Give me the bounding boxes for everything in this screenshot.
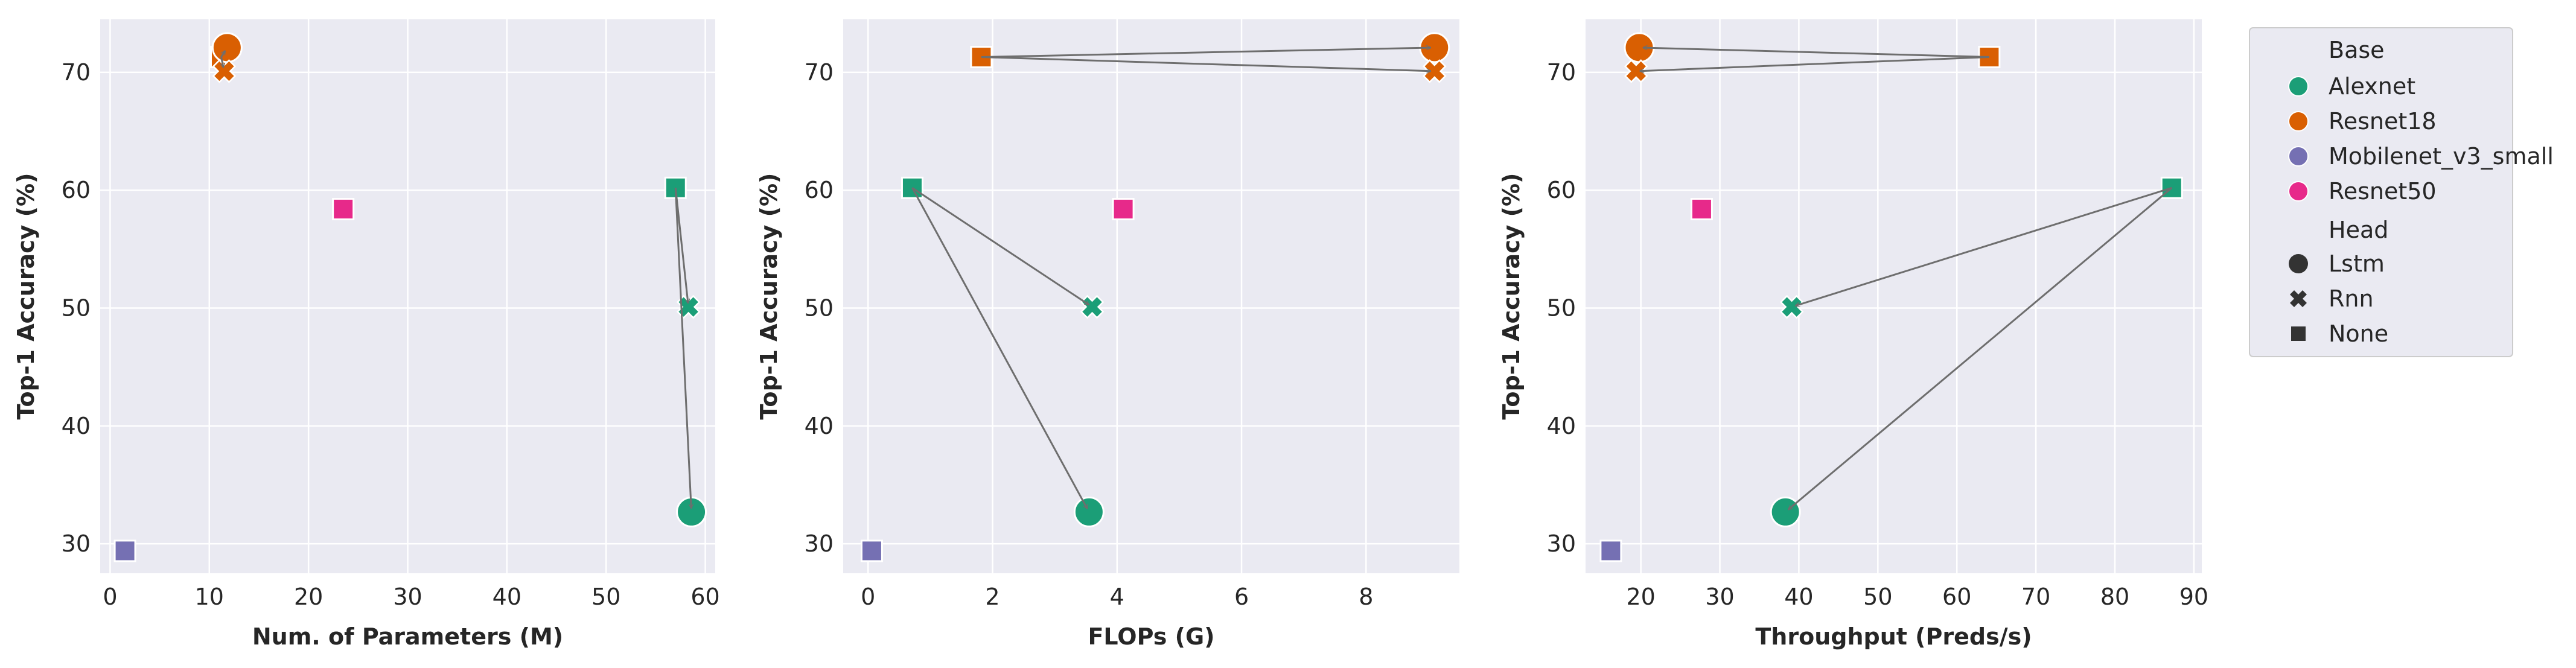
legend-label-rnn: Rnn (2329, 285, 2374, 312)
legend-marker-none (2291, 326, 2306, 341)
x-tick-label: 2 (985, 584, 999, 610)
y-tick-label: 60 (1547, 177, 1576, 203)
transition-arrow (1640, 56, 1989, 71)
legend: Base Alexnet Resnet18 Mobilenet_v3_small Re… (2249, 27, 2554, 357)
legend-label-none: None (2329, 320, 2388, 347)
transition-arrow (220, 51, 226, 58)
legend-label-mobilenet-v3-small: Mobilenet_v3_small (2329, 143, 2554, 170)
x-tick-label: 80 (2100, 584, 2129, 610)
x-tick-label: 4 (1110, 584, 1124, 610)
y-axis-label: Top-1 Accuracy (%) (13, 173, 39, 420)
point-mobilenet-v3-small-none (860, 539, 883, 562)
x-axis-label: Num. of Parameters (M) (252, 623, 563, 650)
x-tick-label: 0 (861, 584, 875, 610)
y-axis-label: Top-1 Accuracy (%) (756, 173, 782, 420)
point-resnet50-none (332, 197, 355, 220)
y-tick-label: 30 (62, 530, 91, 557)
y-tick-label: 60 (62, 177, 91, 203)
transition-arrow (222, 57, 224, 68)
x-axis-label: Throughput (Preds/s) (1755, 623, 2032, 650)
y-tick-label: 50 (62, 295, 91, 322)
point-alexnet-lstm (1770, 496, 1801, 527)
y-tick-label: 40 (1547, 413, 1576, 439)
point-alexnet-rnn (1779, 294, 1804, 319)
y-tick-label: 70 (805, 59, 834, 86)
x-tick-label: 60 (1942, 584, 1971, 610)
legend-swatch-resnet18 (2288, 111, 2309, 132)
legend-marker-rnn (2290, 290, 2307, 307)
point-resnet18-rnn (1624, 59, 1648, 83)
x-tick-label: 20 (294, 584, 323, 610)
x-tick-label: 20 (1626, 584, 1655, 610)
y-tick-label: 30 (1547, 530, 1576, 557)
transition-arrow (1788, 187, 2173, 511)
y-tick-label: 70 (1547, 59, 1576, 86)
x-tick-label: 50 (591, 584, 620, 610)
legend-title-head: Head (2329, 217, 2388, 243)
legend-label-resnet50: Resnet50 (2329, 178, 2437, 205)
point-resnet18-lstm (211, 32, 243, 63)
x-tick-label: 70 (2021, 584, 2050, 610)
chart-panel-1: 0 10 20 30 40 50 60 30 40 50 60 70 Num. of Parameter… (13, 19, 720, 650)
x-tick-label: 0 (103, 584, 117, 610)
y-tick-label: 60 (805, 177, 834, 203)
chart-panel-3: 20 30 40 50 60 70 80 90 30 40 50 60 70 Throughput (Pr… (1498, 19, 2208, 650)
x-tick-label: 40 (493, 584, 521, 610)
transition-arrow (911, 187, 1089, 306)
transition-arrow (674, 188, 691, 508)
point-mobilenet-v3-small-none (113, 539, 136, 562)
x-tick-label: 40 (1784, 584, 1813, 610)
legend-frame (2249, 27, 2513, 357)
legend-marker-lstm (2289, 254, 2308, 273)
transition-arrow (981, 56, 1431, 71)
x-tick-label: 30 (1705, 584, 1734, 610)
point-resnet50-none (1112, 197, 1135, 220)
y-tick-label: 50 (805, 295, 834, 322)
legend-label-lstm: Lstm (2329, 250, 2385, 277)
y-tick-label: 70 (62, 59, 91, 86)
legend-swatch-mobilenet-v3-small (2288, 146, 2309, 167)
transition-arrow (1643, 48, 1989, 59)
legend-swatch-resnet50 (2288, 181, 2309, 202)
x-tick-label: 6 (1234, 584, 1249, 610)
x-axis-label: FLOPs (G) (1088, 623, 1214, 650)
x-tick-label: 50 (1863, 584, 1892, 610)
point-mobilenet-v3-small-none (1599, 539, 1622, 562)
y-axis-label: Top-1 Accuracy (%) (1498, 173, 1525, 420)
x-tick-label: 30 (393, 584, 422, 610)
legend-label-alexnet: Alexnet (2329, 73, 2415, 100)
y-tick-label: 50 (1547, 295, 1576, 322)
legend-swatch-alexnet (2288, 76, 2309, 97)
y-tick-label: 30 (805, 530, 834, 557)
transition-arrow (674, 188, 688, 303)
legend-title-base: Base (2329, 37, 2385, 63)
transition-arrow (1795, 186, 2172, 305)
point-resnet50-none (1690, 197, 1713, 220)
x-tick-label: 90 (2179, 584, 2208, 610)
point-alexnet-lstm (1073, 496, 1105, 527)
chart-panel-2: 0 2 4 6 8 30 40 50 60 70 FLOPs (G) Top-1 Accuracy (… (756, 19, 1459, 650)
legend-label-resnet18: Resnet18 (2329, 108, 2437, 135)
plot-area (1586, 19, 2202, 573)
plot-area (843, 19, 1459, 573)
y-tick-label: 40 (805, 413, 834, 439)
x-tick-label: 8 (1359, 584, 1373, 610)
x-tick-label: 10 (195, 584, 224, 610)
x-tick-label: 60 (690, 584, 719, 610)
transition-arrow (911, 187, 1088, 509)
transition-arrow (981, 48, 1431, 59)
point-resnet18-rnn (1422, 59, 1447, 83)
y-tick-label: 40 (62, 413, 91, 439)
